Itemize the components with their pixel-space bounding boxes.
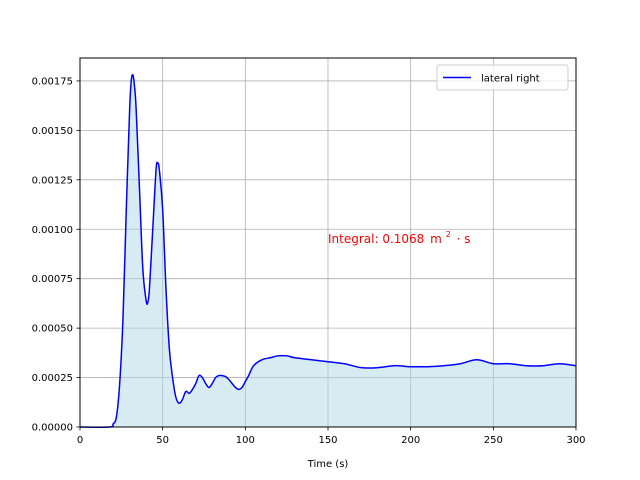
- y-tick-label-4: 0.00100: [32, 225, 73, 236]
- y-tick-label-7: 0.00175: [32, 76, 73, 87]
- annotation-unit-suffix: · s: [457, 232, 471, 246]
- legend-label-lateral-right: lateral right: [481, 74, 540, 85]
- x-tick-label-6: 300: [566, 435, 585, 446]
- y-tick-label-6: 0.00150: [32, 126, 73, 137]
- legend: lateral right: [436, 64, 569, 91]
- x-axis-ticks: 0 50 100 150 200 250 300: [77, 427, 586, 446]
- area-fill-0: [80, 74, 576, 428]
- series-line-0: [79, 73, 577, 428]
- x-tick-label-0: 0: [77, 435, 83, 446]
- y-axis-ticks: 0.00000 0.00025 0.00050 0.00075 0.00100 0.001…: [32, 76, 80, 434]
- y-tick-label-5: 0.00125: [32, 175, 73, 186]
- annotation-unit-base: m: [430, 232, 442, 246]
- x-tick-label-1: 50: [156, 435, 169, 446]
- area-fill-group: [80, 74, 576, 428]
- x-tick-label-2: 100: [236, 435, 255, 446]
- y-tick-label-0: 0.00000: [32, 423, 73, 434]
- x-tick-label-3: 150: [318, 435, 337, 446]
- series-lines: [79, 73, 577, 428]
- annotation-prefix: Integral: 0.1068: [328, 232, 424, 246]
- annotation-unit-exponent: 2: [446, 230, 451, 239]
- x-tick-label-5: 250: [484, 435, 503, 446]
- integral-annotation: Integral: 0.1068 m 2 · s: [328, 226, 471, 246]
- y-tick-label-1: 0.00025: [32, 373, 73, 384]
- y-tick-label-3: 0.00075: [32, 274, 73, 285]
- y-tick-label-2: 0.00050: [32, 324, 73, 335]
- x-tick-label-4: 200: [401, 435, 420, 446]
- legend-box: [436, 64, 569, 91]
- x-axis-label: Time (s): [307, 459, 349, 470]
